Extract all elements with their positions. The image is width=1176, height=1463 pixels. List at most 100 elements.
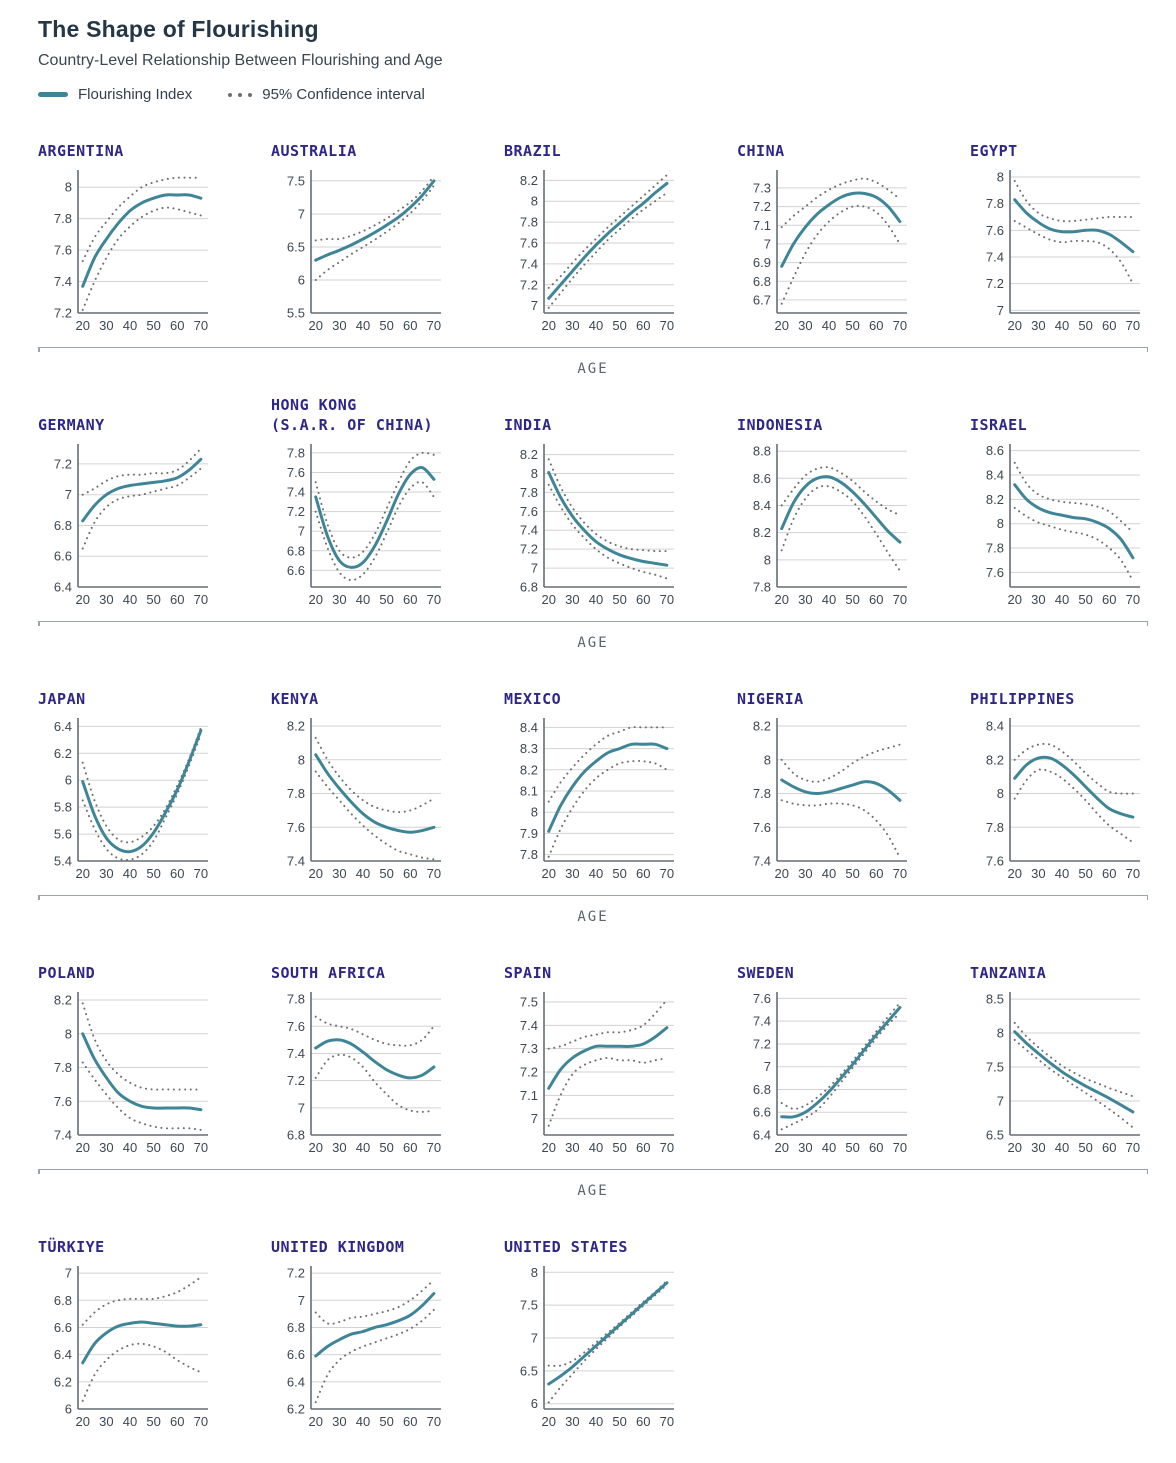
- svg-text:8: 8: [997, 1026, 1004, 1041]
- svg-text:40: 40: [356, 318, 370, 333]
- panel-australia: AUSTRALIA 5.5 6 6.5 7 7.5 20 30 40 50 60 70: [271, 109, 449, 337]
- svg-text:8: 8: [65, 180, 72, 195]
- panel-tanzania: TANZANIA 6.5 7 7.5 8 8.5 20 30 40 50 60 70: [970, 931, 1148, 1159]
- svg-text:30: 30: [798, 866, 812, 881]
- svg-text:60: 60: [636, 1140, 650, 1155]
- svg-text:70: 70: [1126, 592, 1140, 607]
- svg-text:20: 20: [75, 1414, 89, 1429]
- svg-text:7.8: 7.8: [520, 485, 538, 500]
- svg-text:30: 30: [332, 318, 346, 333]
- india-chart: 6.8 7 7.2 7.4 7.6 7.8 8 8.2 20 30 40 50 60 70: [520, 444, 674, 607]
- svg-text:7.1: 7.1: [753, 218, 771, 233]
- svg-text:70: 70: [660, 592, 674, 607]
- svg-text:60: 60: [403, 1140, 417, 1155]
- kenya-chart: 7.4 7.6 7.8 8 8.2 20 30 40 50 60 70: [287, 718, 441, 881]
- svg-text:7.6: 7.6: [753, 820, 771, 835]
- svg-text:20: 20: [774, 1140, 788, 1155]
- svg-text:60: 60: [1102, 318, 1116, 333]
- svg-text:7: 7: [298, 1293, 305, 1308]
- china-chart: 6.7 6.8 6.9 7 7.1 7.2 7.3 20 30 40 50 60 70: [753, 170, 907, 333]
- svg-text:8: 8: [65, 1026, 72, 1041]
- svg-text:8.6: 8.6: [753, 471, 771, 486]
- svg-text:30: 30: [798, 318, 812, 333]
- svg-text:30: 30: [99, 1414, 113, 1429]
- svg-text:7: 7: [531, 1111, 538, 1126]
- svg-text:30: 30: [332, 866, 346, 881]
- svg-text:8.2: 8.2: [753, 525, 771, 540]
- country-title: HONG KONG (S.A.R. OF CHINA): [271, 396, 434, 434]
- small-multiples-grid: ARGENTINA 7.2 7.4 7.6 7.8 8 20 30 40 50 60 70 AUSTRA…: [38, 109, 1148, 1433]
- panel-kenya: KENYA 7.4 7.6 7.8 8 8.2 20 30 40 50 60 70: [271, 657, 449, 885]
- svg-text:6.6: 6.6: [287, 1347, 305, 1362]
- svg-text:8.2: 8.2: [520, 447, 538, 462]
- svg-text:7.4: 7.4: [753, 1014, 771, 1029]
- svg-text:7.6: 7.6: [287, 820, 305, 835]
- ci-upper-band: [1013, 461, 1134, 534]
- svg-text:7: 7: [298, 206, 305, 221]
- svg-text:7: 7: [298, 524, 305, 539]
- svg-text:7.2: 7.2: [520, 542, 538, 557]
- ci-upper-band: [81, 726, 202, 844]
- ci-upper-band: [780, 743, 901, 783]
- svg-text:7.4: 7.4: [54, 274, 72, 289]
- svg-text:7.6: 7.6: [287, 465, 305, 480]
- svg-text:60: 60: [403, 866, 417, 881]
- svg-text:40: 40: [589, 592, 603, 607]
- svg-text:8.6: 8.6: [986, 443, 1004, 458]
- svg-text:20: 20: [1007, 866, 1021, 881]
- svg-text:70: 70: [660, 318, 674, 333]
- flourishing-line: [1013, 198, 1135, 254]
- svg-text:70: 70: [1126, 866, 1140, 881]
- svg-text:7.6: 7.6: [986, 565, 1004, 580]
- svg-text:20: 20: [308, 866, 322, 881]
- svg-text:40: 40: [1055, 1140, 1069, 1155]
- svg-text:6: 6: [298, 272, 305, 287]
- age-axis-line: [38, 1169, 1148, 1175]
- svg-text:6: 6: [65, 773, 72, 788]
- svg-text:70: 70: [893, 866, 907, 881]
- svg-text:6.4: 6.4: [54, 1347, 72, 1362]
- ci-lower-band: [547, 760, 668, 858]
- svg-text:6.4: 6.4: [54, 580, 72, 595]
- svg-text:7.8: 7.8: [753, 786, 771, 801]
- flourishing-line: [780, 475, 902, 544]
- svg-text:50: 50: [1078, 592, 1092, 607]
- ci-upper-band: [81, 447, 202, 496]
- svg-text:60: 60: [1102, 866, 1116, 881]
- egypt-chart: 7 7.2 7.4 7.6 7.8 8 20 30 40 50 60 70: [986, 170, 1140, 334]
- svg-text:20: 20: [75, 1140, 89, 1155]
- svg-text:50: 50: [146, 866, 160, 881]
- svg-text:6.6: 6.6: [753, 1105, 771, 1120]
- svg-text:20: 20: [1007, 592, 1021, 607]
- confidence-dots-swatch-icon: [228, 92, 253, 97]
- svg-text:6.8: 6.8: [753, 274, 771, 289]
- page-subtitle: Country-Level Relationship Between Flour…: [38, 52, 443, 69]
- ci-lower-band: [314, 770, 435, 861]
- legend: Flourishing Index 95% Confidence interva…: [38, 86, 1148, 103]
- hong-kong-chart: 6.6 6.8 7 7.2 7.4 7.6 7.8 20 30 40 50 60 70: [287, 444, 441, 607]
- svg-text:70: 70: [660, 1140, 674, 1155]
- ci-lower-band: [81, 206, 202, 311]
- spain-chart: 7 7.1 7.2 7.3 7.4 7.5 20 30 40 50 60 70: [520, 992, 674, 1155]
- panel-nigeria: NIGERIA 7.4 7.6 7.8 8 8.2 20 30 40 50 60 70: [737, 657, 915, 885]
- age-axis-label: AGE: [577, 1183, 609, 1199]
- svg-text:30: 30: [1031, 318, 1045, 333]
- svg-text:8.2: 8.2: [287, 719, 305, 734]
- legend-item-confidence-interval: 95% Confidence interval: [228, 86, 425, 103]
- svg-text:70: 70: [194, 1414, 208, 1429]
- ci-upper-band: [314, 736, 435, 814]
- svg-text:7.6: 7.6: [986, 854, 1004, 869]
- svg-text:30: 30: [565, 592, 579, 607]
- svg-text:60: 60: [1102, 1140, 1116, 1155]
- panel-spain: SPAIN 7 7.1 7.2 7.3 7.4 7.5 20 30 40 50 60 70: [504, 931, 682, 1159]
- flourishing-line: [1013, 483, 1135, 560]
- flourishing-line: [547, 1026, 669, 1090]
- svg-text:30: 30: [565, 1140, 579, 1155]
- ci-upper-band: [314, 175, 435, 242]
- page-title: The Shape of Flourishing: [38, 16, 319, 42]
- svg-text:20: 20: [774, 318, 788, 333]
- age-axis-label: AGE: [577, 635, 609, 651]
- svg-text:20: 20: [541, 866, 555, 881]
- svg-text:70: 70: [1126, 318, 1140, 333]
- svg-text:60: 60: [170, 866, 184, 881]
